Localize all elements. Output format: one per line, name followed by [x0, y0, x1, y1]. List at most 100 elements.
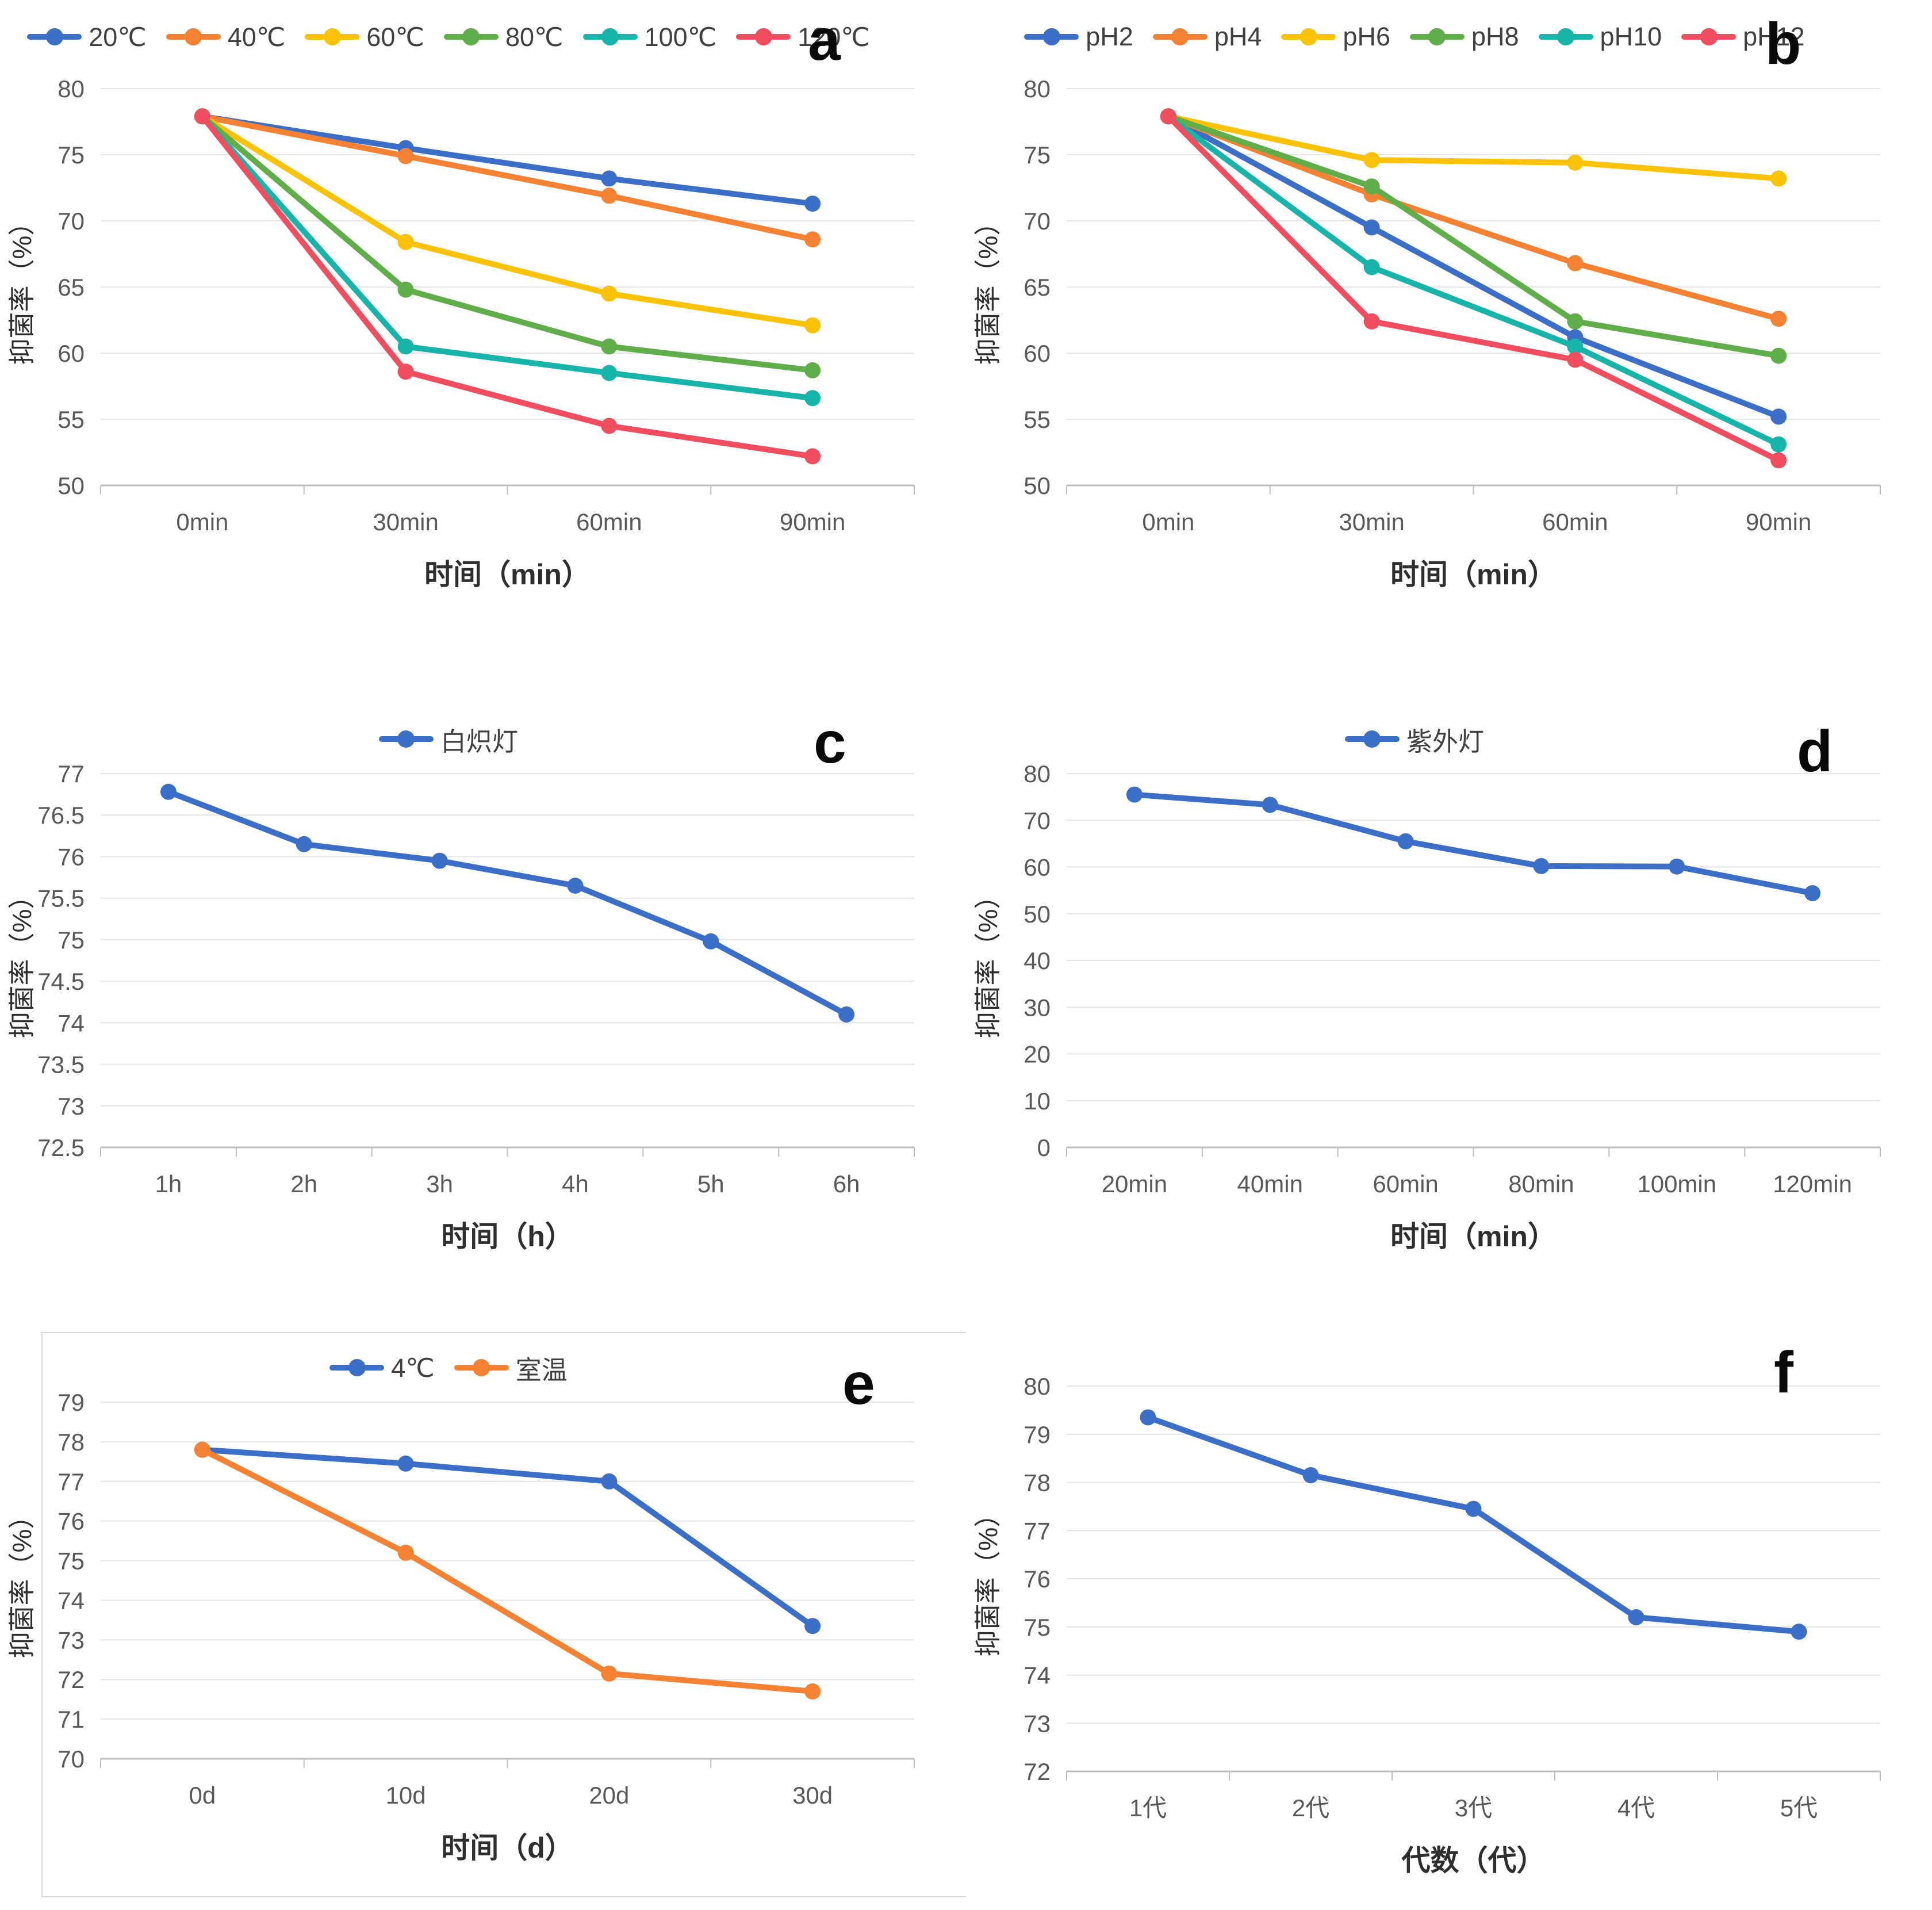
panel-letter: a [808, 7, 841, 72]
y-tick-label: 77 [57, 1468, 85, 1495]
data-point-marker [397, 1544, 414, 1561]
y-tick-label: 73 [57, 1093, 85, 1120]
data-point-marker [1262, 797, 1278, 813]
data-point-marker [601, 285, 618, 302]
legend-label: 80℃ [505, 22, 564, 52]
legend: 紫外灯 [966, 722, 1863, 756]
data-point-marker [1567, 338, 1584, 355]
data-point-marker [1567, 255, 1584, 271]
data-point-marker [601, 1473, 618, 1490]
data-point-marker [1397, 833, 1414, 849]
data-point-marker [397, 338, 414, 355]
series-line [1165, 113, 1782, 420]
legend-item: 4℃ [329, 1353, 435, 1383]
y-tick-label: 80 [1023, 75, 1051, 102]
legend-label: 白炽灯 [440, 726, 518, 756]
y-tick-label: 78 [57, 1429, 85, 1456]
legend-label: pH10 [1600, 22, 1662, 51]
y-axis-title: 抑菌率（%） [7, 1503, 37, 1659]
y-tick-label: 55 [57, 406, 85, 433]
x-axis-title: 时间（min） [424, 558, 591, 591]
data-point-marker [1363, 152, 1380, 169]
data-point-marker [804, 317, 821, 334]
data-point-marker [601, 187, 618, 204]
y-tick-label: 72 [1023, 1758, 1051, 1785]
legend-label: pH8 [1471, 22, 1519, 51]
data-point-marker [1770, 311, 1787, 327]
x-tick-label: 20d [589, 1782, 629, 1809]
y-tick-label: 0 [1037, 1134, 1051, 1161]
data-point-marker [1567, 313, 1584, 330]
y-tick-label: 79 [1023, 1421, 1051, 1448]
data-point-marker [1770, 170, 1787, 187]
data-point-marker [601, 170, 618, 187]
panel-letter: c [814, 710, 846, 775]
data-point-marker [1804, 885, 1821, 901]
chart-panel-a: 20℃ 40℃ 60℃ 80℃ 100℃ 120℃ a 80 75 70 65 60 55 50 0mi… [0, 0, 966, 636]
y-tick-label: 71 [57, 1706, 85, 1733]
legend-line-marker-icon [454, 1358, 509, 1377]
y-tick-label: 65 [57, 274, 85, 301]
data-point-marker [1160, 108, 1176, 125]
y-tick-label: 74 [1023, 1662, 1051, 1689]
data-point-marker [1628, 1609, 1644, 1625]
legend-label: 40℃ [227, 22, 286, 52]
legend-label: 60℃ [366, 22, 424, 52]
series-line [1131, 791, 1816, 896]
x-tick-label: 30min [373, 508, 438, 535]
chart-panel-b: pH2 pH4 pH6 pH8 pH10 pH12 b 80 75 70 65 60 55 50 0mi… [966, 0, 1932, 636]
legend-item: 20℃ [27, 22, 147, 52]
legend-label: pH4 [1214, 22, 1262, 51]
legend-line-marker-icon [1681, 28, 1736, 46]
data-point-marker [1363, 259, 1380, 275]
y-tick-label: 75 [1023, 1614, 1051, 1641]
x-axis-title: 时间（h） [441, 1220, 574, 1253]
x-tick-label: 4代 [1617, 1794, 1655, 1821]
legend-item: 40℃ [166, 22, 286, 52]
y-tick-label: 65 [1023, 274, 1051, 301]
data-point-marker [397, 1455, 414, 1472]
y-tick-label: 60 [57, 340, 85, 367]
data-point-marker [703, 933, 719, 950]
legend-line-marker-icon [1024, 28, 1079, 46]
y-tick-label: 70 [57, 1746, 85, 1773]
legend: 白炽灯 [0, 722, 897, 756]
panel-letter: f [1774, 1339, 1793, 1405]
data-point-marker [194, 1441, 210, 1458]
data-point-marker [804, 448, 821, 465]
x-tick-label: 30min [1339, 508, 1404, 535]
y-tick-label: 73 [1023, 1710, 1051, 1737]
legend-line-marker-icon [736, 28, 791, 46]
series-line [199, 1446, 816, 1629]
data-point-marker [804, 362, 821, 378]
series-line [1145, 1414, 1802, 1635]
x-tick-label: 6h [833, 1170, 860, 1197]
data-point-marker [1465, 1501, 1482, 1517]
data-point-marker [804, 196, 821, 212]
legend-item: 100℃ [582, 22, 716, 52]
x-axis-title: 时间（min） [1390, 558, 1557, 591]
data-point-marker [804, 1683, 821, 1700]
series-line [1165, 113, 1782, 464]
y-tick-label: 78 [1023, 1469, 1051, 1496]
legend-line-marker-icon [1152, 28, 1208, 46]
data-point-marker [1770, 436, 1787, 453]
y-axis-title: 抑菌率（%） [973, 209, 1003, 365]
legend-line-marker-icon [329, 1358, 385, 1377]
series-line [1165, 113, 1782, 322]
x-tick-label: 10d [386, 1782, 426, 1809]
data-point-marker [296, 836, 312, 852]
x-axis-title: 代数（代） [1401, 1844, 1546, 1877]
legend-item: 白炽灯 [378, 721, 518, 758]
data-point-marker [1791, 1624, 1807, 1640]
y-tick-label: 10 [1023, 1088, 1051, 1115]
y-tick-label: 70 [57, 208, 85, 235]
series-line [199, 113, 816, 460]
data-point-marker [1567, 351, 1584, 368]
data-point-marker [194, 108, 210, 125]
x-tick-label: 3代 [1455, 1794, 1492, 1821]
data-point-marker [1770, 452, 1787, 469]
y-tick-label: 74.5 [37, 968, 85, 995]
legend-item: 60℃ [305, 22, 424, 52]
series-line [199, 1446, 816, 1694]
